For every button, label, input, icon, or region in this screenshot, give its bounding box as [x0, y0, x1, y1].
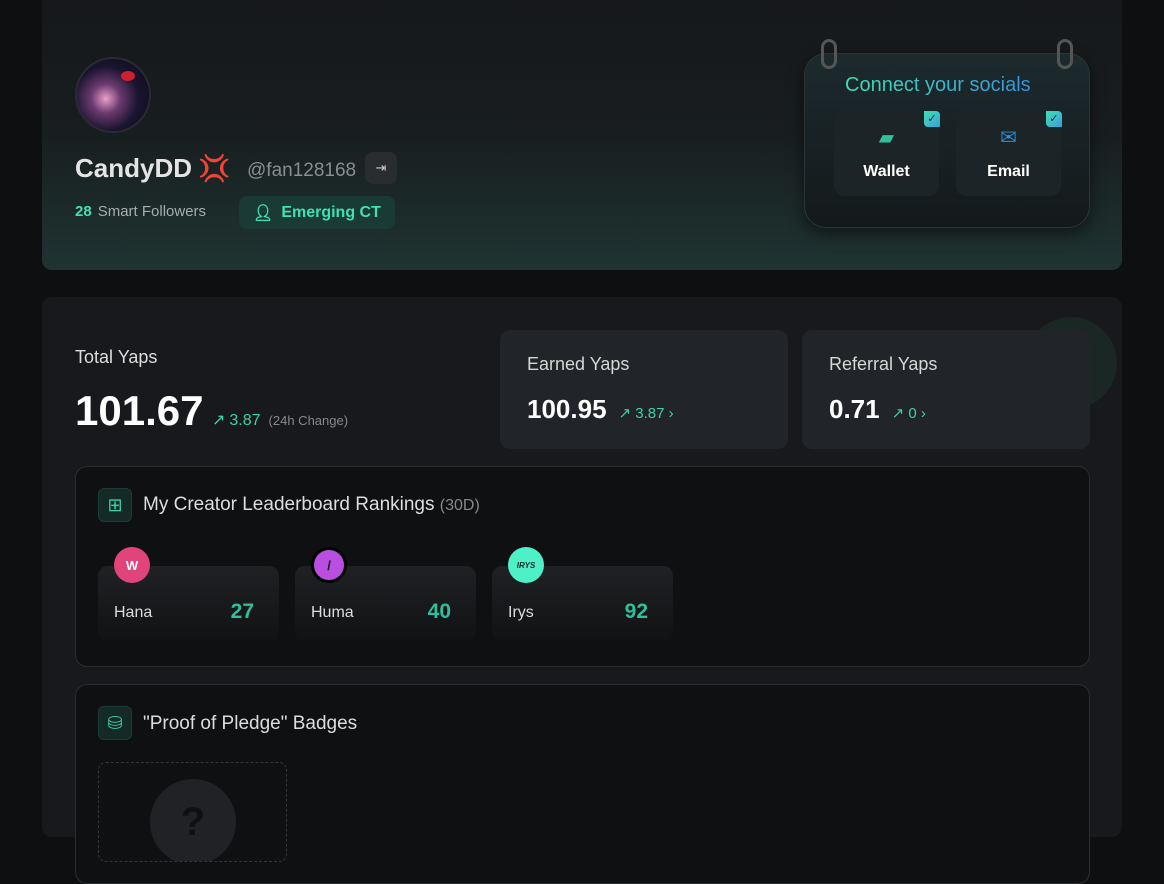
ranking-name: Hana	[114, 604, 153, 621]
smart-followers-label: Smart Followers	[97, 203, 207, 220]
avatar	[75, 57, 151, 133]
ranking-value: 40	[427, 600, 451, 623]
trend-up-icon: ↗	[891, 405, 909, 422]
profile-handle: @fan128168	[247, 160, 357, 181]
social-email[interactable]: ✓ ✉ Email	[956, 111, 1062, 196]
connect-socials-card: Connect your socials ✓ ▰ Wallet ✓ ✉ Emai…	[804, 39, 1090, 228]
earned-yaps-card[interactable]: Earned Yaps 100.95 ↗ 3.87 ›	[500, 330, 788, 449]
rankings-title-text: My Creator Leaderboard Rankings	[143, 494, 435, 515]
coins-icon: ⛁	[98, 706, 132, 740]
change-value: 0	[908, 405, 917, 422]
email-icon: ✉	[1000, 127, 1017, 149]
pledge-badges-panel: ⛁ "Proof of Pledge" Badges ?	[75, 684, 1090, 884]
socials-title: Connect your socials	[845, 74, 1031, 96]
ranking-card-hana[interactable]: W Hana 27	[98, 547, 279, 641]
rankings-period: (30D)	[439, 497, 480, 514]
ranking-value: 27	[230, 600, 254, 623]
ranking-name: Huma	[311, 604, 354, 621]
earned-yaps-label: Earned Yaps	[527, 354, 630, 374]
social-wallet[interactable]: ✓ ▰ Wallet	[834, 111, 940, 196]
leaderboard-rankings-panel: ⊞ My Creator Leaderboard Rankings (30D) …	[75, 466, 1090, 667]
referral-change: ↗ 0 ›	[892, 404, 926, 422]
ring-decoration	[1057, 39, 1073, 69]
earned-yaps-row: 100.95 ↗ 3.87 ›	[527, 394, 674, 425]
total-yaps-label: Total Yaps	[75, 347, 158, 367]
pledge-badge-placeholder: ?	[98, 762, 287, 862]
referral-yaps-card[interactable]: Referral Yaps 0.71 ↗ 0 ›	[802, 330, 1090, 449]
irys-logo-icon: IRYS	[508, 547, 544, 583]
ranking-name: Irys	[508, 604, 534, 621]
logout-icon: ⇥	[375, 160, 387, 175]
anger-icon: 💢	[198, 153, 231, 183]
hana-logo-icon: W	[114, 547, 150, 583]
huma-logo-icon: /	[311, 547, 347, 583]
check-icon: ✓	[1046, 111, 1062, 127]
wallet-icon: ▰	[878, 127, 895, 149]
ring-decoration	[821, 39, 837, 69]
profile-name-text: CandyDD	[75, 153, 193, 183]
question-icon: ?	[150, 779, 236, 861]
change-value: 3.87	[229, 412, 261, 429]
referral-yaps-label: Referral Yaps	[829, 354, 938, 374]
trend-up-icon: ↗	[212, 412, 226, 429]
check-icon: ✓	[924, 111, 940, 127]
earned-yaps-value: 100.95	[527, 394, 607, 424]
trend-up-icon: ↗	[618, 405, 636, 422]
smart-followers-count: 28	[75, 203, 92, 220]
social-label: Email	[987, 163, 1030, 180]
social-label: Wallet	[863, 163, 910, 180]
logout-button[interactable]: ⇥	[365, 152, 397, 184]
total-yaps-change: ↗ 3.87 (24h Change)	[212, 410, 348, 430]
status-badge: 👤︎ Emerging CT	[239, 196, 395, 229]
ranking-value: 92	[624, 600, 648, 623]
profile-header: CandyDD 💢 @fan128168 ⇥ 28 Smart Followers …	[42, 0, 1122, 270]
total-yaps-value: 101.67	[75, 387, 204, 434]
dashboard-card: Total Yaps 101.67 ↗ 3.87 (24h Change) Earn…	[42, 297, 1122, 884]
ranking-card-irys[interactable]: IRYS Irys 92	[492, 547, 673, 641]
rankings-title: My Creator Leaderboard Rankings (30D)	[143, 494, 480, 516]
profile-name: CandyDD 💢	[75, 153, 230, 184]
smart-followers: 28 Smart Followers	[75, 203, 206, 220]
user-icon: 👤︎	[253, 204, 274, 222]
referral-yaps-value: 0.71	[829, 394, 880, 424]
change-note: (24h Change)	[268, 413, 349, 428]
ranking-card-huma[interactable]: / Huma 40	[295, 547, 476, 641]
referral-yaps-row: 0.71 ↗ 0 ›	[829, 394, 926, 425]
chevron-right-icon: ›	[920, 405, 926, 422]
status-badge-label: Emerging CT	[281, 203, 381, 221]
layout-grid-icon: ⊞	[98, 488, 132, 522]
pledge-title: "Proof of Pledge" Badges	[143, 713, 358, 734]
chevron-right-icon: ›	[668, 405, 674, 422]
change-value: 3.87	[635, 405, 665, 422]
earned-change: ↗ 3.87 ›	[619, 404, 674, 422]
